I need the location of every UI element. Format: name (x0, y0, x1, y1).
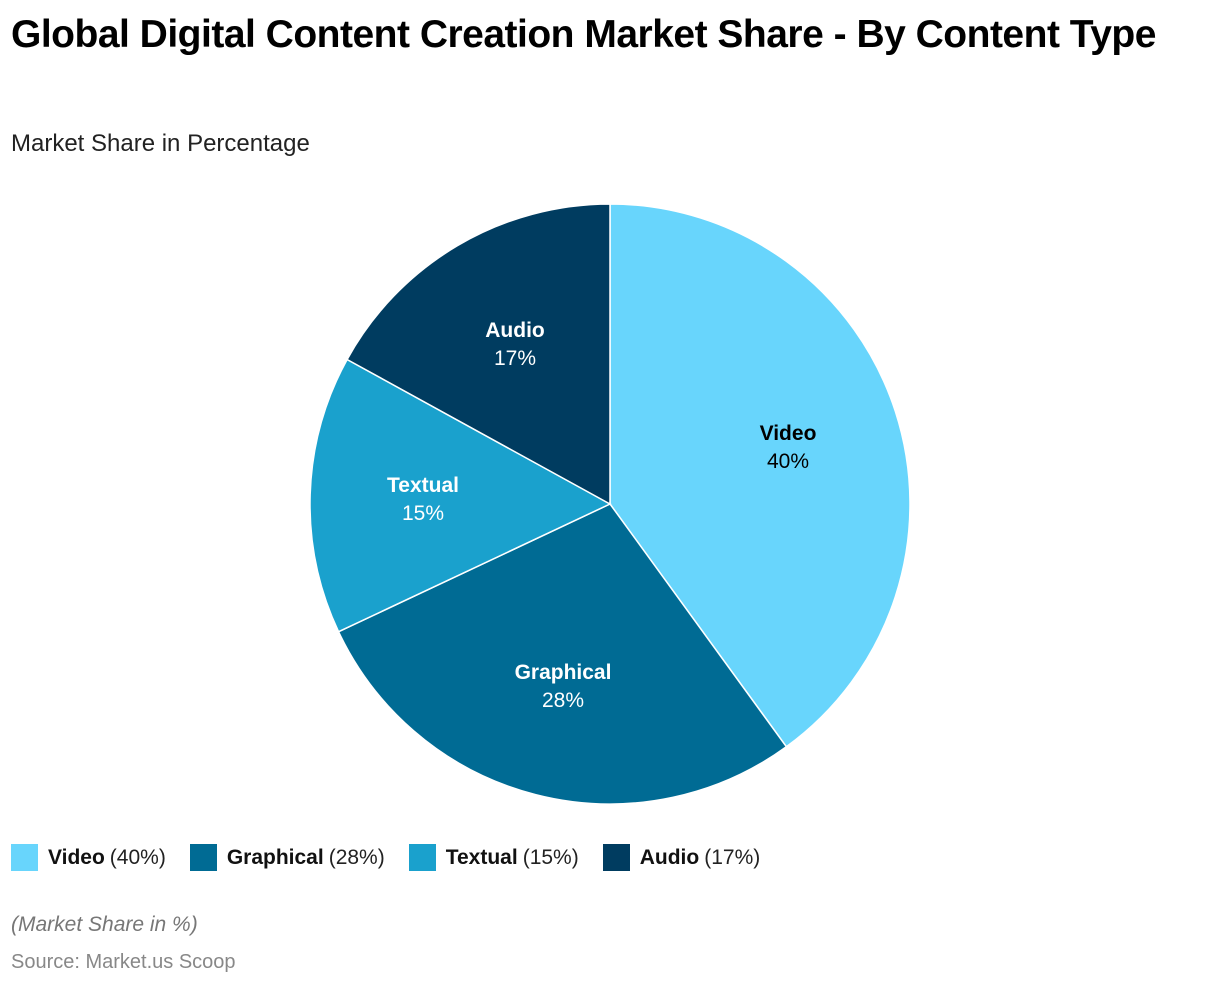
legend-label: Video (48, 845, 105, 869)
slice-label-textual: Textual (387, 474, 459, 497)
legend-value: (28%) (328, 845, 385, 869)
units-note: (Market Share in %) (11, 913, 198, 936)
legend-value: (40%) (109, 845, 166, 869)
slice-label-audio: Audio (485, 319, 544, 342)
legend-value: (17%) (704, 845, 761, 869)
legend-swatch-graphical (189, 844, 217, 871)
slice-label-video: Video (760, 422, 817, 445)
source-note: Source: Market.us Scoop (11, 951, 236, 973)
slice-pct-audio: 17% (494, 347, 536, 370)
legend-value: (15%) (522, 845, 579, 869)
pie-labels: Video 40% Graphical 28% Textual 15% Audi… (387, 319, 816, 712)
slice-pct-video: 40% (767, 450, 809, 473)
legend-swatch-video (11, 844, 38, 871)
legend-item-audio[interactable]: Audio (17%) (602, 844, 761, 871)
legend-item-textual[interactable]: Textual (15%) (408, 844, 579, 871)
chart-title: Global Digital Content Creation Market S… (11, 13, 1156, 56)
slice-pct-graphical: 28% (542, 689, 584, 712)
pie-slice-video[interactable] (609, 203, 911, 748)
pie-slice-audio[interactable] (346, 203, 611, 506)
legend-item-graphical[interactable]: Graphical (28%) (189, 844, 385, 871)
legend-swatch-audio (602, 844, 630, 871)
pie-slices (309, 203, 911, 805)
legend-swatch-textual (408, 844, 436, 871)
legend-item-video[interactable]: Video (40%) (11, 844, 166, 871)
legend: Video (40%) Graphical (28%) Textual (15%… (11, 844, 784, 871)
chart-subtitle: Market Share in Percentage (11, 130, 310, 157)
legend-label: Textual (445, 845, 518, 869)
pie-slice-textual[interactable] (309, 358, 612, 633)
slice-label-graphical: Graphical (515, 661, 612, 684)
legend-label: Graphical (226, 845, 324, 869)
pie-slice-graphical[interactable] (337, 503, 788, 805)
legend-label: Audio (639, 845, 700, 869)
slice-pct-textual: 15% (402, 502, 444, 525)
